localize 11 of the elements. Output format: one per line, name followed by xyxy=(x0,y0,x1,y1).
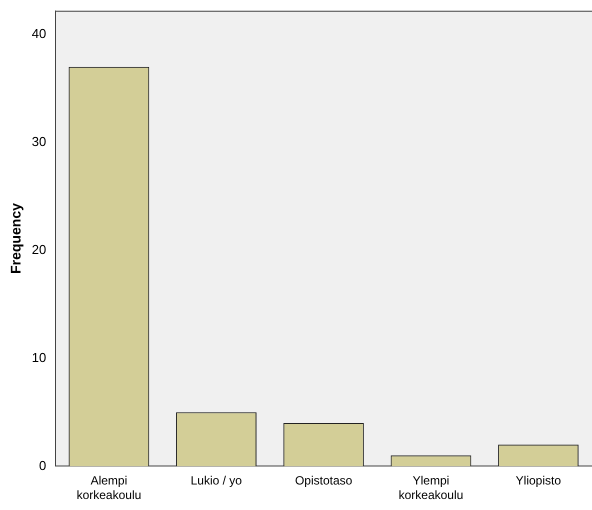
y-axis-title: Frequency xyxy=(7,202,24,274)
x-tick-label: Ylempi korkeakoulu xyxy=(398,474,464,502)
y-tick-label: 0 xyxy=(39,458,46,473)
x-tick-label: Alempi korkeakoulu xyxy=(76,474,142,502)
y-tick-label: 30 xyxy=(32,134,46,150)
y-tick-label: 20 xyxy=(32,242,46,257)
y-tick-label: 40 xyxy=(32,26,46,42)
y-tick-label: 10 xyxy=(32,350,46,365)
x-tick-label: Lukio / yo xyxy=(190,474,242,488)
x-tick-label: Opistotaso xyxy=(294,474,353,488)
x-tick-label: Yliopisto xyxy=(516,474,562,488)
